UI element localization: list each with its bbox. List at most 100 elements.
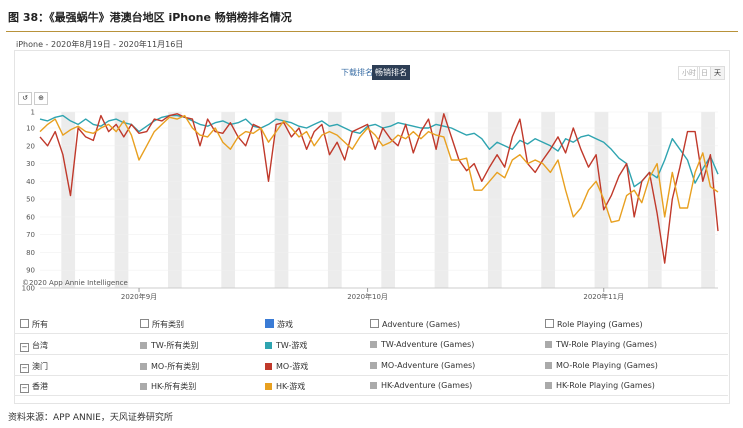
- swatch: [545, 362, 552, 369]
- legend-item[interactable]: TW-游戏: [265, 340, 307, 351]
- weekend-band: [114, 112, 129, 288]
- row-rule: [14, 395, 728, 396]
- weekend-band: [701, 112, 715, 288]
- legend-item[interactable]: TW-所有类别: [140, 340, 198, 351]
- column-header[interactable]: 所有: [20, 319, 48, 330]
- legend-item[interactable]: MO-所有类别: [140, 361, 199, 372]
- weekend-band: [381, 112, 395, 288]
- x-tick-label: 2020年9月: [121, 292, 157, 301]
- legend-item[interactable]: TW-Role Playing (Games): [545, 340, 657, 349]
- collapse[interactable]: −: [20, 364, 29, 373]
- column-label: 游戏: [277, 320, 293, 329]
- source: 资料来源：APP ANNIE，天风证券研究所: [8, 413, 173, 423]
- y-tick-label: 70: [26, 231, 35, 239]
- swatch: [265, 363, 272, 370]
- zoom-button[interactable]: ⊕: [34, 92, 48, 105]
- column-label: 所有: [32, 320, 48, 329]
- y-tick-label: 60: [26, 213, 35, 221]
- legend-label: MO-Adventure (Games): [381, 361, 476, 370]
- legend-item[interactable]: TW-Adventure (Games): [370, 340, 474, 349]
- weekend-band: [274, 112, 289, 288]
- swatch: [140, 342, 147, 349]
- legend-item[interactable]: MO-游戏: [265, 361, 308, 372]
- region-label: 台湾: [32, 341, 48, 350]
- x-tick-label: 2020年10月: [347, 292, 388, 301]
- column-header[interactable]: 所有类别: [140, 319, 184, 330]
- legend-label: HK-游戏: [276, 382, 306, 391]
- legend-label: TW-游戏: [276, 341, 308, 350]
- column-header[interactable]: Role Playing (Games): [545, 319, 643, 329]
- swatch: [370, 362, 377, 369]
- swatch: [265, 342, 272, 349]
- series-line: [39, 114, 719, 223]
- legend-item[interactable]: HK-Role Playing (Games): [545, 381, 655, 390]
- column-label: Role Playing (Games): [557, 320, 643, 329]
- swatch: [140, 383, 147, 390]
- row-rule: [14, 333, 728, 334]
- checkbox[interactable]: [140, 319, 149, 328]
- legend-label: HK-Role Playing (Games): [556, 381, 655, 390]
- legend-item[interactable]: HK-Adventure (Games): [370, 381, 472, 390]
- row-rule: [14, 354, 728, 355]
- series-line: [39, 113, 719, 264]
- collapse[interactable]: −: [20, 384, 29, 393]
- legend-label: MO-所有类别: [151, 362, 200, 371]
- legend-item[interactable]: MO-Role Playing (Games): [545, 361, 658, 370]
- y-tick-label: 100: [22, 285, 35, 293]
- checkbox[interactable]: [265, 319, 274, 328]
- swatch: [265, 383, 272, 390]
- checkbox[interactable]: [545, 319, 554, 328]
- y-tick-label: 40: [26, 178, 35, 186]
- granularity-active[interactable]: 天: [710, 66, 725, 80]
- tab-active[interactable]: 畅销排名: [372, 65, 410, 80]
- swatch: [140, 363, 147, 370]
- swatch: [545, 382, 552, 389]
- y-tick-label: 1: [31, 109, 35, 117]
- legend-item[interactable]: HK-游戏: [265, 381, 305, 392]
- checkbox[interactable]: [370, 319, 379, 328]
- granularity[interactable]: 小时: [678, 66, 700, 80]
- rule: [6, 31, 738, 32]
- row-rule: [14, 375, 728, 376]
- weekend-band: [221, 112, 236, 288]
- legend-label: HK-Adventure (Games): [381, 381, 473, 390]
- x-tick-label: 2020年11月: [583, 292, 624, 301]
- panel: [14, 50, 730, 404]
- column-label: Adventure (Games): [382, 320, 461, 329]
- swatch: [545, 341, 552, 348]
- legend-label: TW-Adventure (Games): [381, 340, 475, 349]
- collapse[interactable]: −: [20, 343, 29, 352]
- tab[interactable]: 下载排名: [341, 68, 373, 77]
- legend-label: MO-游戏: [276, 362, 309, 371]
- series-line: [39, 114, 719, 188]
- legend-label: MO-Role Playing (Games): [556, 361, 658, 370]
- weekend-band: [594, 112, 609, 288]
- y-tick-label: 90: [26, 267, 35, 275]
- swatch: [370, 382, 377, 389]
- legend-item[interactable]: MO-Adventure (Games): [370, 361, 475, 370]
- reset-button[interactable]: ↺: [18, 92, 32, 105]
- y-tick-label: 50: [26, 196, 35, 204]
- region[interactable]: − 香港: [20, 381, 48, 393]
- legend-label: TW-Role Playing (Games): [556, 340, 657, 349]
- legend-label: TW-所有类别: [151, 341, 199, 350]
- subtitle: iPhone - 2020年8月19日 - 2020年11月16日: [16, 40, 184, 49]
- region[interactable]: − 台湾: [20, 340, 48, 352]
- legend-item[interactable]: HK-所有类别: [140, 381, 196, 392]
- weekend-band: [327, 112, 342, 288]
- weekend-band: [167, 112, 182, 288]
- weekend-band: [434, 112, 449, 288]
- column-label: 所有类别: [152, 320, 184, 329]
- column-header[interactable]: Adventure (Games): [370, 319, 460, 329]
- swatch: [370, 341, 377, 348]
- checkbox[interactable]: [20, 319, 29, 328]
- weekend-band: [541, 112, 555, 288]
- weekend-band: [61, 112, 76, 288]
- y-tick-label: 20: [26, 142, 35, 150]
- region[interactable]: − 澳门: [20, 361, 48, 373]
- annotation: ©2020 App Annie Intelligence: [22, 279, 128, 287]
- y-tick-label: 10: [26, 125, 35, 133]
- column-header[interactable]: 游戏: [265, 319, 293, 330]
- region-label: 香港: [32, 382, 48, 391]
